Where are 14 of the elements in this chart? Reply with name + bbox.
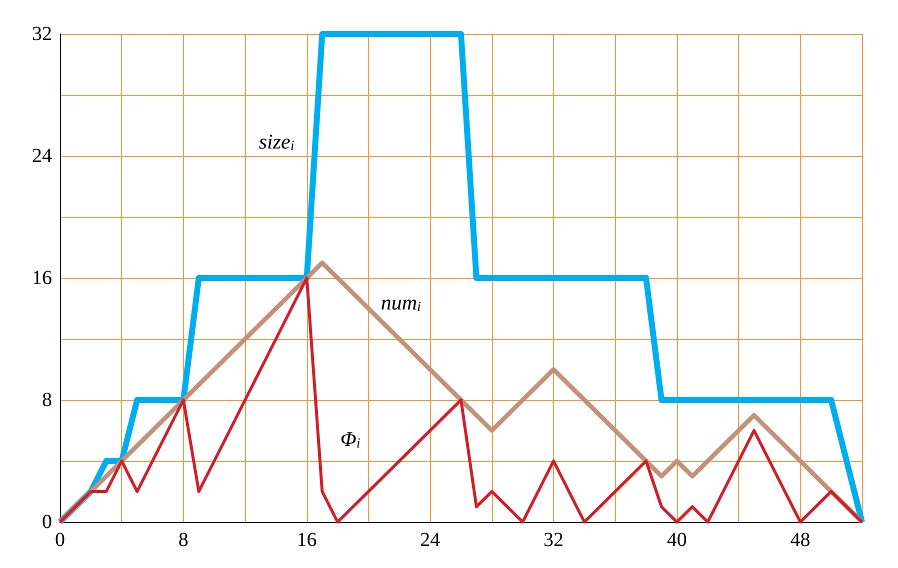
x-tick-label: 16 [296,529,317,551]
y-tick-label: 16 [32,267,52,289]
y-tick-label: 32 [32,23,52,45]
y-tick-label: 8 [42,389,52,411]
x-tick-label: 40 [666,529,687,551]
y-tick-label: 24 [32,145,52,167]
x-tick-label: 8 [178,529,188,551]
x-tick-label: 24 [420,529,440,551]
annotation: sizei [258,129,294,154]
x-tick-label: 48 [790,529,810,551]
annotation: numi [380,290,421,315]
x-tick-label: 32 [544,529,564,551]
y-tick-label: 0 [42,511,52,533]
annotation: Φi [340,427,360,452]
